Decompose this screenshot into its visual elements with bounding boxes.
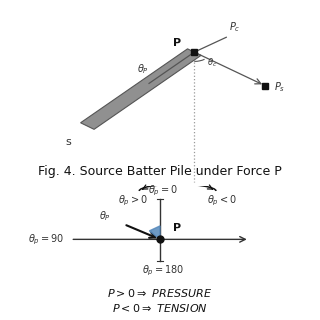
- Text: Fig. 4. Source Batter Pile under Force P: Fig. 4. Source Batter Pile under Force P: [38, 165, 282, 178]
- Text: $\theta_p < 0$: $\theta_p < 0$: [207, 194, 237, 208]
- Polygon shape: [81, 49, 201, 129]
- Text: $\theta_p = 90$: $\theta_p = 90$: [28, 232, 64, 246]
- Text: $\theta_c$: $\theta_c$: [207, 56, 217, 68]
- Text: P: P: [173, 223, 181, 233]
- Text: P: P: [173, 38, 181, 48]
- Text: $P < 0 \Rightarrow$ TENSION: $P < 0 \Rightarrow$ TENSION: [112, 302, 208, 314]
- Text: s: s: [65, 137, 71, 147]
- Text: $\theta_p = 0$: $\theta_p = 0$: [148, 183, 178, 198]
- Text: $\theta_P$: $\theta_P$: [137, 62, 149, 76]
- Text: $\theta_p > 0$: $\theta_p > 0$: [118, 194, 148, 208]
- Text: $\theta_p = 180$: $\theta_p = 180$: [142, 264, 184, 278]
- Text: $P_s$: $P_s$: [274, 81, 285, 94]
- Text: $\theta_P$: $\theta_P$: [99, 209, 111, 223]
- Text: $P > 0 \Rightarrow$ PRESSURE: $P > 0 \Rightarrow$ PRESSURE: [108, 287, 212, 299]
- Text: $P_c$: $P_c$: [229, 20, 241, 34]
- Polygon shape: [149, 226, 160, 239]
